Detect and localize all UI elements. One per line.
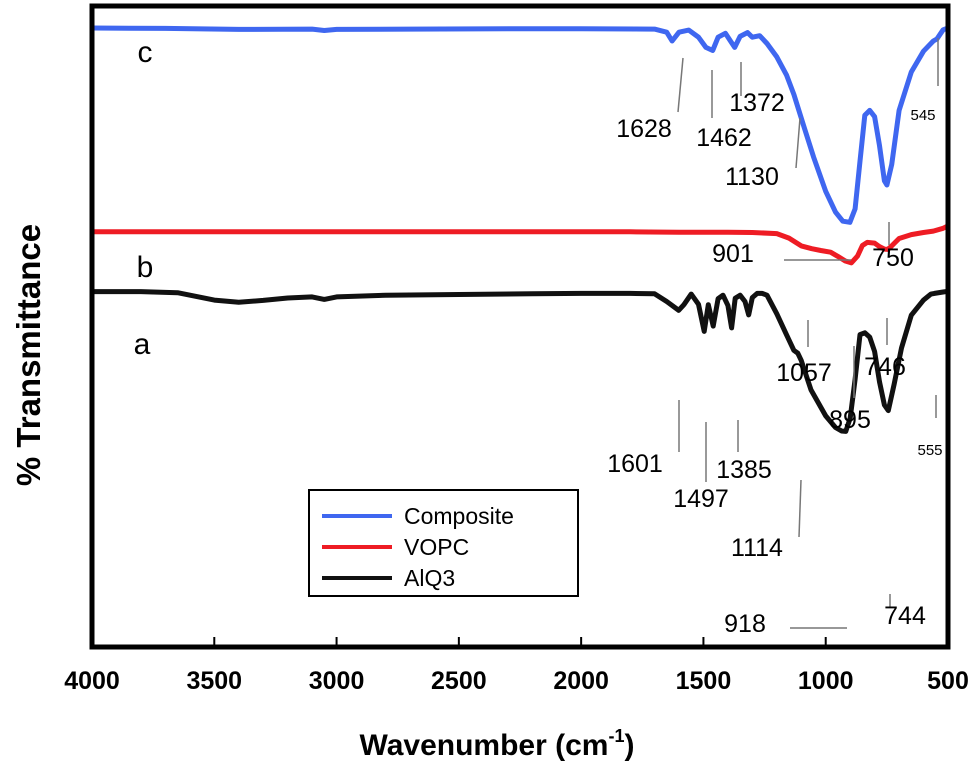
peak-label-alq3-1497: 1497 <box>673 485 729 513</box>
series-layer <box>89 25 951 434</box>
curve-label-alq3: a <box>134 328 151 361</box>
x-axis-title: Wavenumber (cm-1) <box>360 726 635 762</box>
peak-label-alq3-555: 555 <box>917 442 942 459</box>
series-vopc-line <box>89 223 951 266</box>
peak-label-alq3-744: 744 <box>884 602 926 630</box>
x-tick-label-2000: 2000 <box>553 667 609 695</box>
peak-label-composite-1462: 1462 <box>696 124 752 152</box>
series-alq3-line <box>89 288 951 434</box>
x-tick-label-2500: 2500 <box>431 667 487 695</box>
x-tick-label-1000: 1000 <box>798 667 854 695</box>
peak-label-composite-750: 750 <box>872 244 914 272</box>
x-tick-label-4000: 4000 <box>64 667 120 695</box>
peak-label-alq3-1601: 1601 <box>607 450 663 478</box>
x-axis-ticks: 4000 3500 3000 2500 2000 1500 1000 500 <box>64 637 969 695</box>
legend-label-composite: Composite <box>404 503 514 529</box>
legend-label-vopc: VOPC <box>404 534 469 560</box>
peak-line-alq3-1114 <box>798 479 802 538</box>
y-axis-title: % Transmittance <box>10 224 47 486</box>
peak-label-composite-901: 901 <box>712 240 754 268</box>
annotation-layer: 1628 1462 1372 1130 901 750 545 1057 895 746 1601 1… <box>607 38 943 638</box>
peak-label-vopc-1057: 1057 <box>776 359 832 387</box>
legend-label-alq3: AlQ3 <box>404 565 455 591</box>
peak-label-alq3-1114: 1114 <box>731 534 783 562</box>
x-tick-label-3000: 3000 <box>309 667 365 695</box>
peak-label-composite-1130: 1130 <box>725 163 779 191</box>
curve-label-vopc: b <box>137 251 154 284</box>
plot-frame <box>89 3 951 650</box>
peak-line-composite-1628 <box>677 57 684 113</box>
x-tick-label-500: 500 <box>927 667 969 695</box>
x-tick-label-1500: 1500 <box>676 667 732 695</box>
peak-label-vopc-746: 746 <box>864 353 906 381</box>
peak-label-alq3-918: 918 <box>724 610 766 638</box>
peak-label-composite-1628: 1628 <box>616 115 672 143</box>
series-composite-line <box>89 25 951 225</box>
peak-label-vopc-895: 895 <box>829 406 871 434</box>
legend: Composite VOPC AlQ3 <box>308 489 579 597</box>
peak-label-alq3-1385: 1385 <box>716 456 772 484</box>
x-tick-label-3500: 3500 <box>186 667 242 695</box>
peak-label-composite-545: 545 <box>910 107 935 124</box>
peak-label-composite-1372: 1372 <box>729 89 785 117</box>
curve-label-layer: c b a <box>134 36 154 361</box>
peak-line-composite-1130 <box>795 117 801 169</box>
curve-label-composite: c <box>138 36 153 69</box>
